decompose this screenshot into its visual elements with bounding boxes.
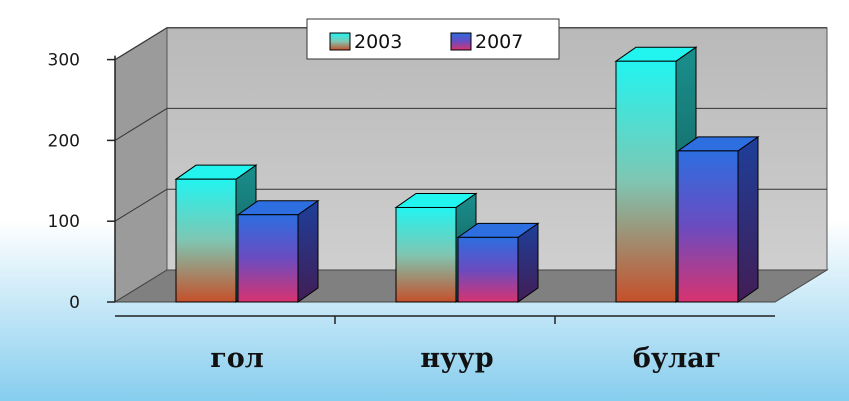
y-axis-ticks: 0 100 200 300: [48, 51, 115, 313]
x-category-label: булаг: [633, 343, 721, 374]
legend-swatch-2003: [329, 32, 351, 51]
legend: 2003 2007: [306, 18, 560, 60]
bar-front-face: [457, 236, 519, 303]
bar-front-face: [395, 206, 457, 303]
y-tick-label: 300: [48, 51, 80, 71]
gridline: [114, 107, 827, 141]
bar-front-face: [677, 150, 739, 303]
gridline: [114, 27, 827, 61]
x-category-label: нуур: [420, 343, 493, 374]
legend-label-2003: 2003: [354, 31, 402, 53]
legend-swatch-2007: [450, 32, 472, 51]
bar-2007-булаг: [676, 135, 760, 303]
side-wall: [114, 27, 168, 303]
bar-2007-гол: [236, 199, 320, 303]
bars: [174, 46, 760, 303]
bar-2007-нуур: [456, 222, 540, 303]
legend-label-2007: 2007: [475, 31, 523, 53]
bar-2003-булаг: [614, 46, 698, 303]
x-axis-labels: гол нуур булаг: [210, 343, 721, 374]
y-tick-label: 100: [48, 212, 80, 232]
bar-side-face: [737, 135, 759, 303]
bar-side-face: [297, 199, 319, 303]
x-category-label: гол: [210, 343, 264, 374]
bar-front-face: [175, 178, 237, 303]
bar-front-face: [615, 60, 677, 303]
bar-front-face: [237, 214, 299, 303]
y-tick-label: 0: [69, 293, 80, 313]
gridline: [114, 188, 827, 222]
y-tick-label: 200: [48, 131, 80, 151]
gridlines: [114, 27, 827, 222]
axes: [114, 55, 775, 324]
